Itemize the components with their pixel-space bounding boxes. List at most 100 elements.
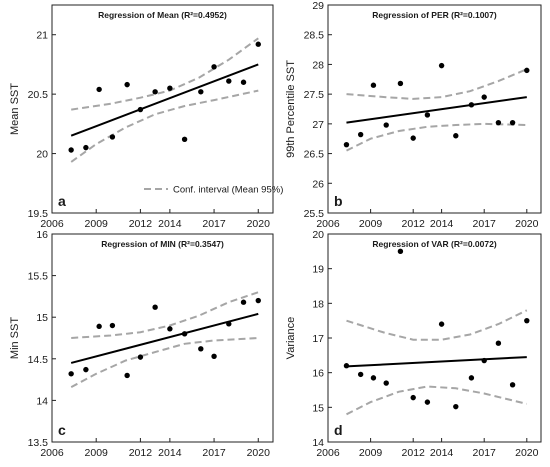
data-point: [167, 85, 173, 91]
y-axis-label: Mean SST: [9, 83, 21, 135]
data-point: [424, 112, 431, 118]
data-point: [397, 248, 404, 255]
chart-title: Regression of PER (R²=0.1007): [372, 10, 497, 20]
data-point: [255, 41, 261, 47]
y-tick-label: 16: [36, 229, 48, 241]
x-tick-label: 2014: [430, 447, 454, 459]
y-tick-label: 29: [312, 0, 324, 12]
data-point: [255, 297, 261, 304]
data-point: [343, 363, 350, 369]
panel-letter: d: [334, 422, 343, 438]
regression-line: [346, 96, 527, 124]
data-point: [438, 62, 445, 69]
data-point: [137, 354, 144, 360]
data-point: [383, 122, 389, 128]
y-axis-label: 99th Percentile SST: [285, 60, 297, 158]
data-point: [370, 82, 377, 88]
x-tick-label: 2020: [515, 447, 539, 459]
y-tick-label: 18: [312, 298, 324, 310]
y-tick-label: 20.5: [28, 89, 49, 101]
x-tick-label: 2014: [158, 218, 182, 230]
chart-panel-b: 2006 2009 2012 2014 2017 2020 25.5 26 26.5 27 27.5…: [285, 0, 542, 230]
data-point: [495, 119, 502, 126]
data-point: [424, 399, 431, 405]
y-tick-label: 26: [312, 178, 324, 190]
plot-frame: [327, 4, 542, 214]
y-tick-label: 25.5: [304, 208, 325, 220]
data-point: [410, 135, 416, 141]
chart-title: Regression of MIN (R²=0.3547): [101, 239, 224, 249]
data-point: [167, 326, 173, 332]
y-tick-label: 15: [312, 402, 324, 414]
data-point: [226, 321, 232, 327]
data-point: [96, 323, 102, 330]
data-point: [410, 394, 416, 401]
y-axis-label: Min SST: [9, 317, 21, 359]
x-tick-label: 2006: [316, 218, 340, 230]
x-tick-label: 2014: [158, 447, 182, 459]
data-point: [109, 322, 116, 329]
y-tick-label: 14: [312, 437, 324, 449]
data-point: [468, 375, 475, 381]
data-point: [240, 79, 247, 85]
data-point: [109, 134, 116, 140]
y-tick-label: 16: [312, 368, 324, 380]
x-tick-label: 2009: [359, 218, 383, 230]
data-point: [198, 89, 204, 95]
y-tick-label: 26.5: [304, 149, 325, 161]
data-point: [481, 94, 487, 100]
regression-line: [70, 312, 259, 364]
data-point: [181, 331, 188, 337]
x-tick-label: 2017: [473, 218, 497, 230]
legend: Conf. interval (Mean 95%): [144, 185, 283, 196]
data-point: [370, 375, 377, 381]
panel-letter: c: [58, 422, 66, 438]
data-point: [211, 64, 217, 70]
data-point: [509, 382, 516, 388]
plot-frame: [51, 233, 274, 443]
ci-lower-curve: [346, 385, 528, 416]
chart-panel-a: 2006 2009 2012 2014 2017 2020 19.5 20 20.5 21 Mean…: [9, 4, 283, 230]
y-tick-label: 20: [312, 229, 324, 241]
x-tick-label: 2012: [402, 447, 426, 459]
ci-upper-curve: [346, 309, 528, 341]
y-axis-label: Variance: [285, 317, 297, 360]
data-point: [453, 133, 459, 139]
data-point: [68, 147, 74, 153]
data-point: [83, 144, 89, 151]
data-point: [240, 299, 247, 305]
chart-panel-d: 2006 2009 2012 2014 2017 2020 14 15 16 17 18 19 20 Va…: [285, 229, 542, 459]
panel-letter: a: [58, 193, 66, 209]
data-point: [397, 80, 404, 87]
data-point: [357, 131, 364, 138]
x-tick-label: 2006: [40, 218, 64, 230]
data-point: [83, 366, 89, 373]
y-tick-label: 14.5: [28, 354, 49, 366]
x-tick-label: 2014: [430, 218, 454, 230]
data-point: [524, 67, 530, 74]
chart-title: Regression of VAR (R²=0.0072): [372, 239, 496, 249]
x-tick-label: 2020: [515, 218, 539, 230]
data-point: [181, 136, 188, 143]
y-tick-label: 21: [36, 30, 48, 42]
data-point: [124, 372, 130, 379]
x-tick-label: 2017: [202, 447, 226, 459]
data-point: [211, 353, 217, 360]
y-tick-label: 19: [312, 264, 324, 276]
y-tick-label: 28.5: [304, 30, 325, 42]
data-point: [383, 380, 389, 386]
x-tick-label: 2017: [473, 447, 497, 459]
data-point: [198, 346, 204, 352]
x-tick-label: 2009: [85, 218, 109, 230]
data-point: [495, 340, 502, 346]
data-point: [509, 119, 516, 126]
plot-frame: [51, 4, 274, 214]
data-point: [68, 371, 74, 377]
panel-letter: b: [334, 193, 343, 209]
ci-lower-curve: [346, 122, 527, 152]
ci-lower-curve: [70, 337, 259, 388]
data-point: [481, 357, 487, 364]
ci-upper-curve: [71, 37, 259, 111]
data-point: [357, 371, 364, 378]
